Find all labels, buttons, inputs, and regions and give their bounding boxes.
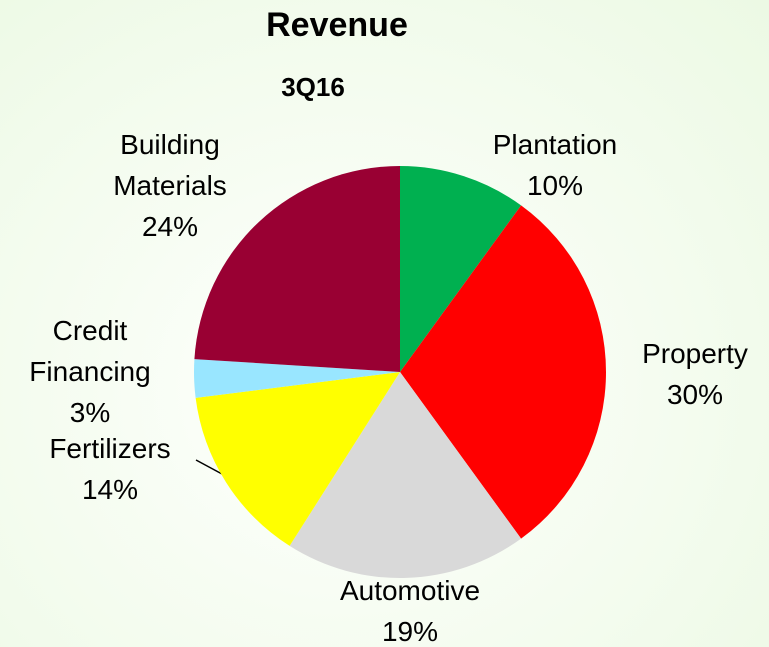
slice-label: Credit Financing 3% [5, 310, 175, 433]
pie-slice [400, 205, 606, 539]
category-label: Plantation [492, 129, 618, 160]
leader-line [195, 459, 223, 475]
value-label: 14% [81, 474, 139, 505]
slice-label: Building Materials 24% [60, 124, 280, 247]
category-label: Property [642, 338, 748, 369]
slice-label: Fertilizers 14% [10, 428, 210, 510]
chart-subtitle: 3Q16 [281, 72, 345, 102]
pie-slice [289, 372, 522, 578]
slice-label: Property 30% [595, 333, 769, 415]
value-label: 3% [69, 397, 111, 428]
value-label: 10% [526, 170, 584, 201]
pie-slice [194, 359, 400, 398]
value-label: 19% [381, 616, 439, 647]
category-label: Fertilizers [49, 433, 171, 464]
slice-label: Automotive 19% [290, 570, 530, 647]
category-label: Building Materials [113, 129, 227, 201]
value-label: 24% [141, 211, 199, 242]
chart-title: Revenue [266, 6, 408, 44]
slice-label: Plantation 10% [445, 124, 665, 206]
pie-slice [400, 166, 522, 372]
category-label: Automotive [339, 575, 481, 606]
value-label: 30% [666, 379, 724, 410]
pie-slice [194, 166, 400, 372]
pie-slice [195, 372, 400, 546]
category-label: Credit Financing [29, 315, 151, 387]
